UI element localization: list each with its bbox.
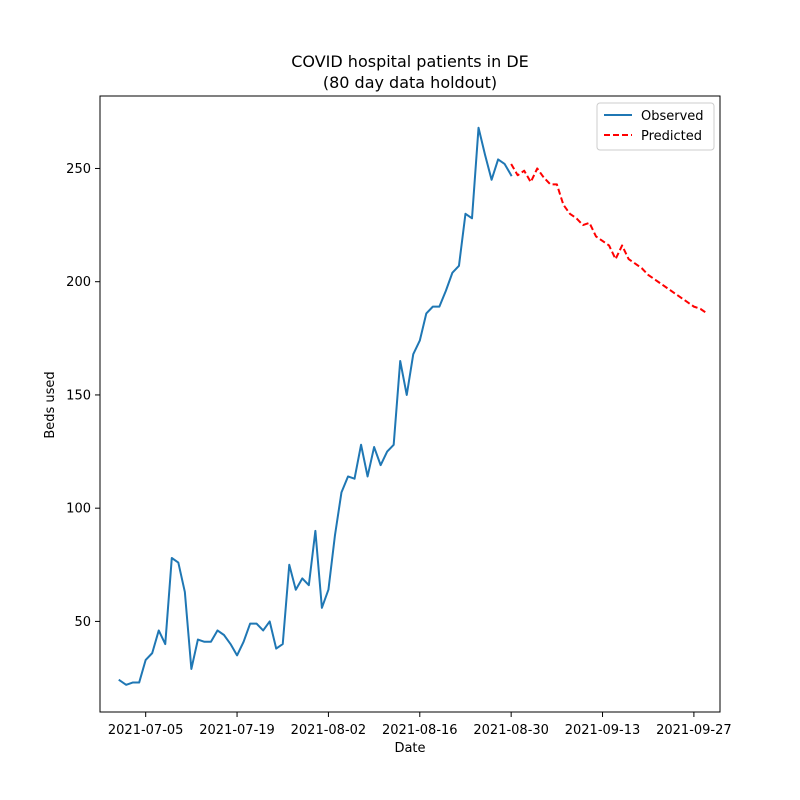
- x-tick-label: 2021-08-02: [291, 723, 367, 738]
- series-line-observed: [118, 126, 513, 686]
- y-tick-label: 100: [66, 502, 91, 517]
- series-line-predicted: [510, 163, 708, 315]
- legend-label-predicted: Predicted: [641, 129, 702, 144]
- x-axis-ticks: 2021-07-05 2021-07-19 2021-08-02 2021-08-16…: [108, 712, 732, 738]
- y-tick-label: 50: [74, 615, 91, 630]
- x-tick-label: 2021-09-13: [565, 723, 641, 738]
- legend-label-observed: Observed: [641, 109, 704, 124]
- x-tick-label: 2021-07-05: [108, 723, 184, 738]
- y-axis-label: Beds used: [43, 371, 58, 438]
- y-tick-label: 200: [66, 275, 91, 290]
- x-tick-label: 2021-08-16: [382, 723, 458, 738]
- y-axis-ticks: 50 100 150 200 250: [66, 162, 100, 630]
- x-axis-label: Date: [394, 741, 425, 756]
- chart-title: COVID hospital patients in DE: [291, 52, 529, 71]
- y-tick-label: 150: [66, 388, 91, 403]
- legend: Observed Predicted: [596, 102, 715, 151]
- y-tick-label: 250: [66, 162, 91, 177]
- x-tick-label: 2021-09-27: [656, 723, 732, 738]
- series-layer: [118, 126, 708, 686]
- x-tick-label: 2021-07-19: [199, 723, 275, 738]
- x-tick-label: 2021-08-30: [473, 723, 549, 738]
- chart-subtitle: (80 day data holdout): [323, 73, 497, 92]
- plot-frame: [99, 95, 721, 713]
